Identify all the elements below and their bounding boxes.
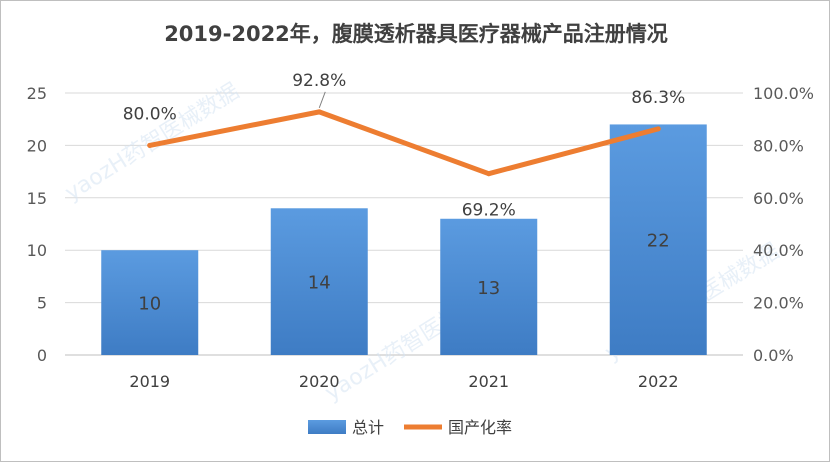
bar — [440, 218, 538, 355]
bar-series — [101, 124, 707, 355]
y-left-tick-label: 5 — [37, 294, 47, 313]
chart-title: 2019-2022年，腹膜透析器具医疗器械产品注册情况 — [164, 22, 668, 46]
label-leader-line — [318, 91, 326, 109]
y-right-tick-label: 0.0% — [753, 346, 794, 365]
line-point — [147, 142, 153, 148]
y-right-tick-label: 20.0% — [753, 294, 804, 313]
bar-data-label: 14 — [308, 273, 331, 294]
legend-label: 总计 — [352, 418, 384, 437]
bar-data-label: 22 — [647, 231, 670, 252]
line-path — [147, 109, 661, 177]
bar — [101, 250, 199, 355]
line-data-label: 80.0% — [123, 104, 177, 124]
y-left-tick-label: 25 — [27, 84, 47, 103]
axes: 0 5 10 15 20 25 0.0% 20.0% 40.0% 60.0% 80.0% 100.0%… — [27, 84, 814, 391]
line-data-label: 86.3% — [631, 88, 685, 108]
x-tick-label: 2020 — [299, 372, 340, 391]
y-right-tick-label: 40.0% — [753, 241, 804, 260]
bar-data-label: 10 — [138, 294, 161, 315]
y-left-tick-label: 20 — [27, 136, 47, 155]
line-point — [486, 171, 492, 177]
data-labels: 10 14 13 22 80.0% 92.8% 69.2% 86.3% — [123, 71, 686, 315]
y-left-tick-label: 10 — [27, 241, 47, 260]
y-right-tick-label: 60.0% — [753, 189, 804, 208]
legend: 总计 国产化率 — [308, 418, 512, 437]
y-left-tick-label: 0 — [37, 346, 47, 365]
bar — [270, 208, 368, 355]
bar — [609, 124, 707, 355]
line-data-label: 69.2% — [462, 201, 516, 221]
legend-swatch-bar — [308, 420, 346, 434]
line-data-label: 92.8% — [292, 71, 346, 91]
line-point — [655, 126, 661, 132]
bar-data-label: 13 — [477, 278, 500, 299]
line-point — [316, 109, 322, 115]
x-tick-label: 2019 — [129, 372, 170, 391]
x-tick-label: 2021 — [468, 372, 509, 391]
y-right-tick-label: 100.0% — [753, 84, 814, 103]
line-series — [147, 91, 661, 177]
x-tick-label: 2022 — [638, 372, 679, 391]
y-left-tick-label: 15 — [27, 189, 47, 208]
legend-label: 国产化率 — [448, 418, 512, 437]
y-right-tick-label: 80.0% — [753, 136, 804, 155]
